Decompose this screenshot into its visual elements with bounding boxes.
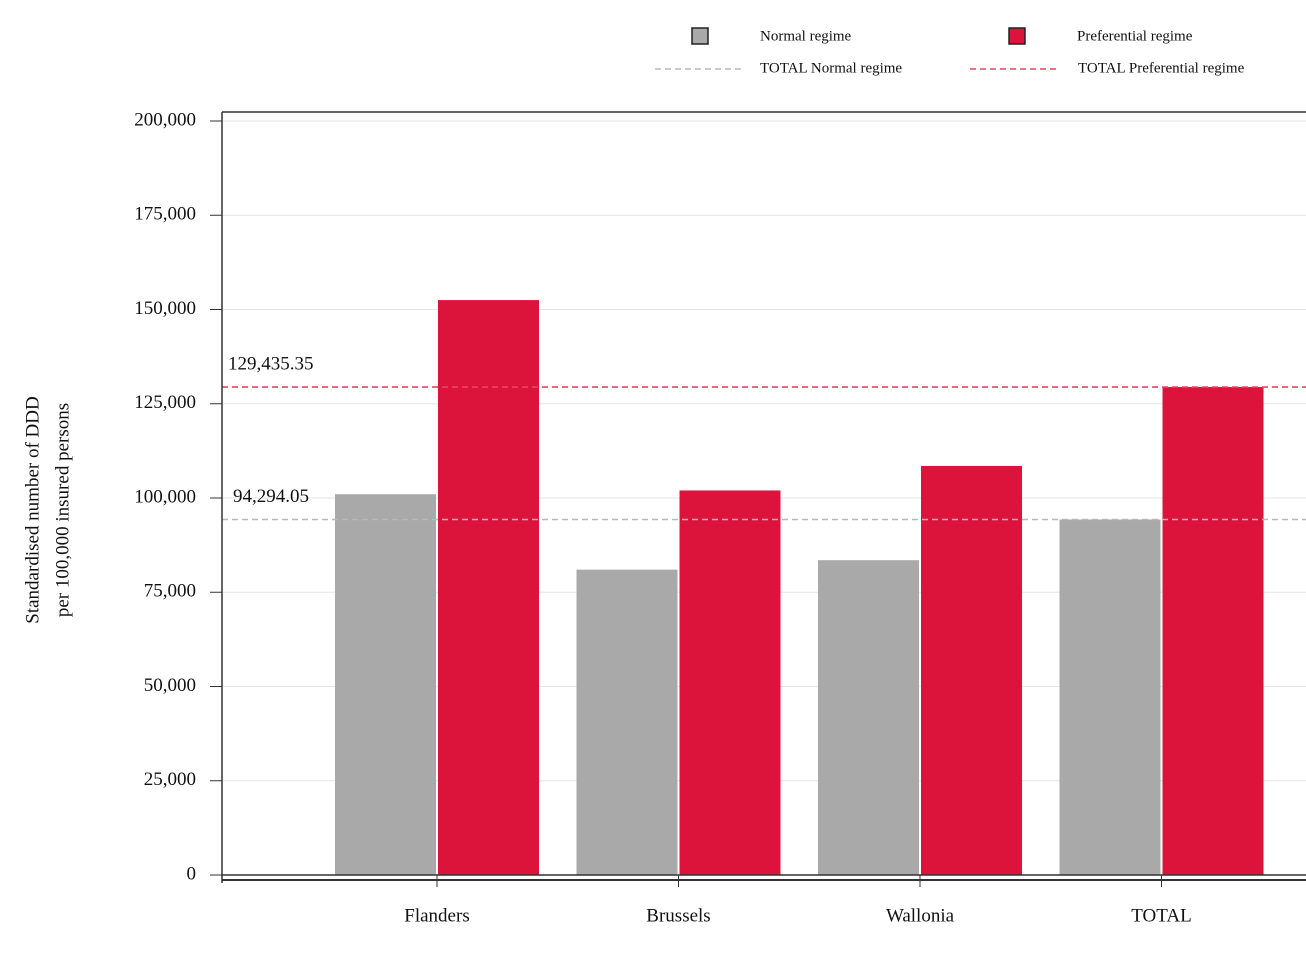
reference-label: 94,294.05: [233, 486, 309, 507]
reference-label: 129,435.35: [228, 353, 314, 374]
legend-label: TOTAL Preferential regime: [1078, 60, 1245, 76]
legend-label: Preferential regime: [1077, 28, 1193, 44]
legend-swatch: [1008, 27, 1026, 45]
bar: [679, 490, 781, 875]
x-tick-label: TOTAL: [1131, 905, 1191, 926]
bar: [438, 300, 539, 875]
y-tick-label: 75,000: [144, 581, 196, 602]
bar: [921, 465, 1022, 875]
y-axis-title-line: per 100,000 insured persons: [52, 403, 73, 617]
y-tick-label: 175,000: [134, 204, 196, 225]
legend-swatch: [691, 27, 709, 45]
y-tick-label: 25,000: [144, 769, 196, 790]
legend-label: Normal regime: [760, 28, 852, 44]
y-axis-title-line: Standardised number of DDD: [22, 396, 43, 623]
y-tick-label: 100,000: [134, 486, 196, 507]
y-tick-label: 50,000: [144, 675, 196, 696]
bar: [1059, 519, 1161, 875]
y-axis-title: Standardised number of DDD per 100,000 i…: [22, 396, 73, 623]
bar: [1162, 387, 1264, 875]
bar: [818, 560, 919, 875]
x-tick-label: Flanders: [404, 905, 469, 926]
bar: [335, 494, 436, 875]
y-tick-label: 125,000: [134, 392, 196, 413]
y-tick-label: 150,000: [134, 298, 196, 319]
bar: [576, 569, 678, 875]
x-tick-label: Wallonia: [886, 905, 955, 926]
x-tick-label: Brussels: [646, 905, 710, 926]
y-tick-label: 0: [187, 863, 197, 884]
legend-label: TOTAL Normal regime: [760, 60, 902, 76]
y-tick-label: 200,000: [134, 109, 196, 130]
